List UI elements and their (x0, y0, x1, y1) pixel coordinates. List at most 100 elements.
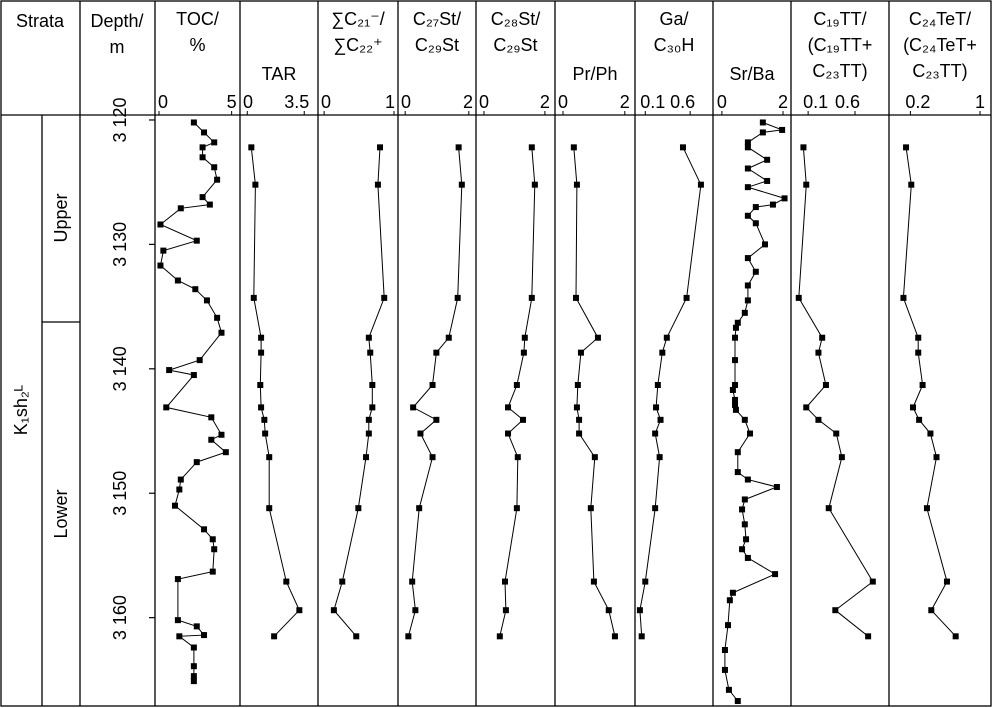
x-tick-label: 0 (558, 92, 568, 112)
data-point (744, 554, 751, 561)
x-tick-label: 0 (717, 92, 727, 112)
y-tick-label: 3 130 (110, 222, 130, 267)
y-tick-label: 3 120 (110, 97, 130, 142)
data-point (683, 294, 690, 301)
data-point (657, 416, 664, 423)
data-point (744, 184, 751, 191)
data-point (248, 144, 255, 151)
data-point (190, 678, 197, 685)
x-tick-label: 0 (401, 92, 411, 112)
data-point (196, 357, 203, 364)
data-point (176, 486, 183, 493)
data-point (663, 334, 670, 341)
x-tick-label: 0.6 (835, 92, 860, 112)
panel-title: Sr/Ba (729, 64, 775, 84)
profile-line (159, 122, 227, 682)
x-tick-label: 0.6 (670, 92, 695, 112)
data-point (572, 294, 579, 301)
data-point (258, 404, 265, 411)
data-point (819, 334, 826, 341)
data-point (174, 277, 181, 284)
data-point (869, 578, 876, 585)
data-point (339, 578, 346, 585)
data-point (915, 349, 922, 356)
data-point (747, 430, 754, 437)
panel-title: (C₂₄TeT+ (903, 35, 977, 55)
data-point (363, 454, 370, 461)
data-point (739, 546, 746, 553)
data-point (160, 247, 167, 254)
data-point (743, 536, 750, 543)
x-tick-label: 0 (479, 92, 489, 112)
data-point (377, 144, 384, 151)
data-point (199, 144, 206, 151)
data-point (815, 416, 822, 423)
data-point (927, 430, 934, 437)
panel-title: C₂₈St/ (491, 9, 540, 29)
data-point (732, 357, 739, 364)
data-point (943, 578, 950, 585)
x-tick-label: 0 (321, 92, 331, 112)
data-point (214, 314, 221, 321)
data-point (206, 201, 213, 208)
x-tick-label: 0.2 (905, 92, 930, 112)
data-point (587, 505, 594, 512)
data-point (193, 623, 200, 630)
data-point (732, 334, 739, 341)
data-point (900, 294, 907, 301)
data-point (405, 633, 412, 640)
depth-label: m (110, 37, 125, 57)
data-point (732, 406, 739, 413)
data-point (519, 416, 526, 423)
data-point (734, 469, 741, 476)
data-point (296, 607, 303, 614)
data-point (576, 416, 583, 423)
panel-title: Ga/ (659, 9, 688, 29)
data-point (725, 622, 732, 629)
data-point (513, 381, 520, 388)
data-point (520, 349, 527, 356)
data-point (744, 282, 751, 289)
data-point (218, 329, 225, 336)
data-point (822, 381, 829, 388)
profile-line (798, 147, 874, 637)
data-point (654, 381, 661, 388)
x-tick-label: 2 (620, 92, 630, 112)
data-point (521, 334, 528, 341)
data-point (353, 633, 360, 640)
data-point (815, 349, 822, 356)
x-tick-label: 0.1 (640, 92, 665, 112)
data-point (455, 144, 462, 151)
data-point (454, 294, 461, 301)
profile-line (902, 147, 957, 637)
data-point (744, 165, 751, 172)
data-point (732, 396, 739, 403)
panel-title: C₂₉St (415, 35, 459, 55)
data-point (258, 349, 265, 356)
panel-title: ∑C₂₂⁺ (333, 35, 382, 55)
x-tick-label: 1 (975, 92, 985, 112)
data-point (157, 262, 164, 269)
data-point (653, 404, 660, 411)
data-point (744, 476, 751, 483)
data-point (764, 156, 771, 163)
data-point (355, 505, 362, 512)
data-point (177, 476, 184, 483)
panel-title: (C₁₉TT+ (808, 35, 873, 55)
data-point (374, 181, 381, 188)
x-tick-label: 3.5 (284, 92, 309, 112)
data-point (262, 430, 269, 437)
data-point (721, 666, 728, 673)
data-point (199, 154, 206, 161)
data-point (570, 144, 577, 151)
data-point (214, 176, 221, 183)
panel-title: C₂₃TT) (812, 61, 867, 81)
formation-label: K₁sh₂ᴸ (11, 385, 31, 435)
data-point (190, 372, 197, 379)
data-point (208, 436, 215, 443)
data-point (409, 578, 416, 585)
data-point (211, 139, 218, 146)
data-point (833, 430, 840, 437)
x-tick-label: 0 (243, 92, 253, 112)
